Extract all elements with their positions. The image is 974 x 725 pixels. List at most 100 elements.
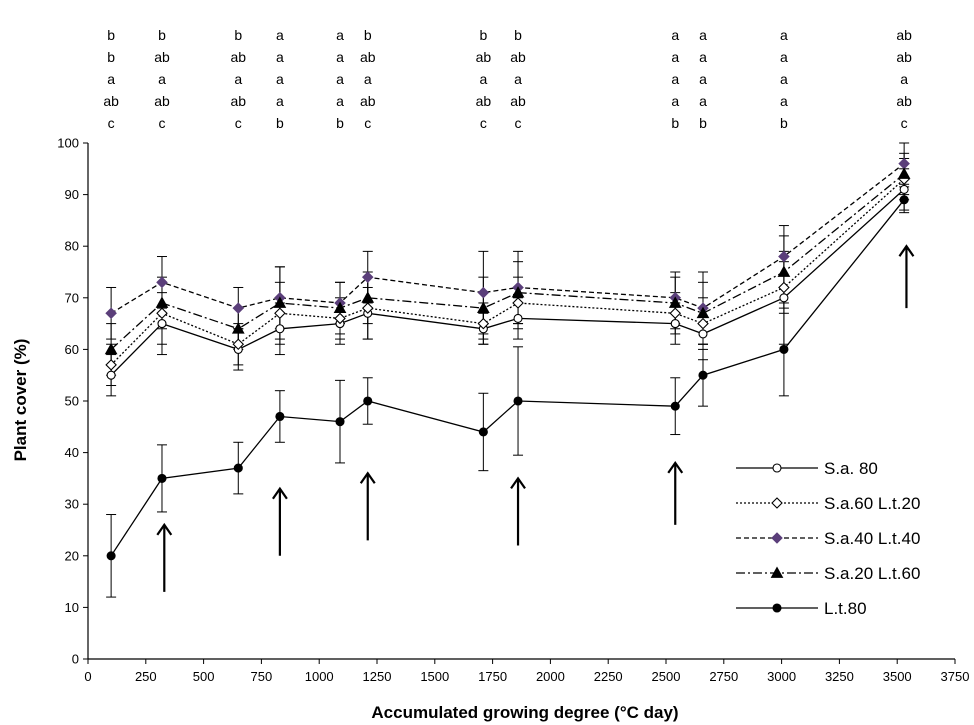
significance-letter: c <box>364 115 371 131</box>
data-point <box>274 307 286 320</box>
data-point <box>333 301 347 314</box>
legend-entry: S.a.20 L.t.60 <box>736 564 920 583</box>
x-tick-label: 750 <box>251 669 273 684</box>
significance-letter: ab <box>230 93 246 109</box>
data-point <box>670 401 680 411</box>
significance-letter: ab <box>360 93 376 109</box>
legend-label: S.a.20 L.t.60 <box>824 564 920 583</box>
treatment-arrows <box>156 244 915 592</box>
significance-letter: a <box>364 71 372 87</box>
x-tick-label: 250 <box>135 669 157 684</box>
significance-letter: c <box>158 115 165 131</box>
legend-label: S.a.40 L.t.40 <box>824 529 920 548</box>
data-point <box>105 359 117 371</box>
significance-letter: a <box>107 71 115 87</box>
significance-letter: b <box>158 27 166 43</box>
y-tick-label: 10 <box>65 600 79 615</box>
data-point <box>779 293 789 303</box>
significance-letter: ab <box>103 93 119 109</box>
arrow-head <box>510 476 526 490</box>
data-point <box>511 286 525 298</box>
legend-entry: L.t.80 <box>736 599 867 618</box>
significance-letter: a <box>671 49 679 65</box>
significance-letter: b <box>479 27 487 43</box>
x-tick-label: 0 <box>84 669 91 684</box>
arrow-head <box>359 471 376 484</box>
significance-letter: c <box>480 115 487 131</box>
y-tick-label: 90 <box>65 187 79 202</box>
x-tick-label: 1250 <box>363 669 392 684</box>
significance-letter: ab <box>476 93 492 109</box>
significance-letter: ab <box>510 49 526 65</box>
series-lines <box>110 163 905 557</box>
data-point <box>157 319 167 329</box>
series-line <box>110 173 905 350</box>
significance-letter: a <box>336 71 344 87</box>
y-tick-label: 20 <box>65 548 79 563</box>
significance-letter: b <box>364 27 372 43</box>
series-markers <box>104 157 911 561</box>
significance-letter: a <box>336 93 344 109</box>
x-tick-label: 2000 <box>536 669 565 684</box>
error-bars <box>106 142 910 598</box>
significance-letter: ab <box>896 27 912 43</box>
data-point <box>899 184 909 194</box>
x-tick-label: 1500 <box>420 669 449 684</box>
legend-label: S.a. 80 <box>824 459 878 478</box>
data-point <box>696 306 710 319</box>
series-line <box>110 178 905 366</box>
significance-letter: a <box>780 71 788 87</box>
significance-letter: a <box>336 27 344 43</box>
data-point <box>698 329 708 339</box>
data-point <box>335 417 345 427</box>
significance-letter: a <box>276 93 284 109</box>
series-line <box>110 199 905 557</box>
significance-letter: a <box>699 27 707 43</box>
data-point <box>363 396 373 406</box>
data-point <box>275 324 285 334</box>
significance-letter: ab <box>476 49 492 65</box>
data-point <box>897 167 911 179</box>
significance-letter: b <box>107 27 115 43</box>
data-point <box>898 157 910 170</box>
significance-letter: a <box>479 71 487 87</box>
data-point <box>105 307 117 320</box>
data-point <box>779 344 789 354</box>
data-point <box>770 566 784 578</box>
x-tick-label: 500 <box>193 669 215 684</box>
significance-letter: b <box>107 49 115 65</box>
data-point <box>771 497 783 509</box>
significance-letter: a <box>276 49 284 65</box>
data-point <box>771 532 783 544</box>
significance-letter: a <box>780 27 788 43</box>
y-tick-label: 0 <box>72 652 79 667</box>
data-point <box>155 296 169 308</box>
significance-letter: a <box>699 93 707 109</box>
significance-letter: b <box>336 115 344 131</box>
data-point <box>669 307 682 320</box>
data-point <box>477 301 490 314</box>
legend-label: L.t.80 <box>824 599 867 618</box>
x-tick-label: 2500 <box>652 669 681 684</box>
legend-entry: S.a.60 L.t.20 <box>736 494 920 513</box>
significance-letters: bbaabcbabaabcbabaabcaaaabaaaabbabaabcbab… <box>103 27 912 131</box>
data-point <box>698 370 708 380</box>
significance-letter: c <box>901 115 908 131</box>
arrow-head <box>156 522 173 536</box>
x-axis-label: Accumulated growing degree (°C day) <box>371 703 678 722</box>
significance-letter: ab <box>896 93 912 109</box>
data-point <box>668 296 682 308</box>
legend: S.a. 80 S.a.60 L.t.20 S.a.40 L.t.40 S.a.20 … <box>736 459 920 618</box>
significance-letter: ab <box>154 93 170 109</box>
significance-letter: a <box>900 71 908 87</box>
significance-letter: ab <box>360 49 376 65</box>
data-point <box>273 296 287 308</box>
data-point <box>231 322 245 334</box>
data-point <box>233 463 243 473</box>
significance-letter: a <box>671 27 679 43</box>
significance-letter: a <box>234 71 242 87</box>
x-tick-label: 1000 <box>305 669 334 684</box>
y-tick-label: 50 <box>65 394 79 409</box>
significance-letter: a <box>336 49 344 65</box>
